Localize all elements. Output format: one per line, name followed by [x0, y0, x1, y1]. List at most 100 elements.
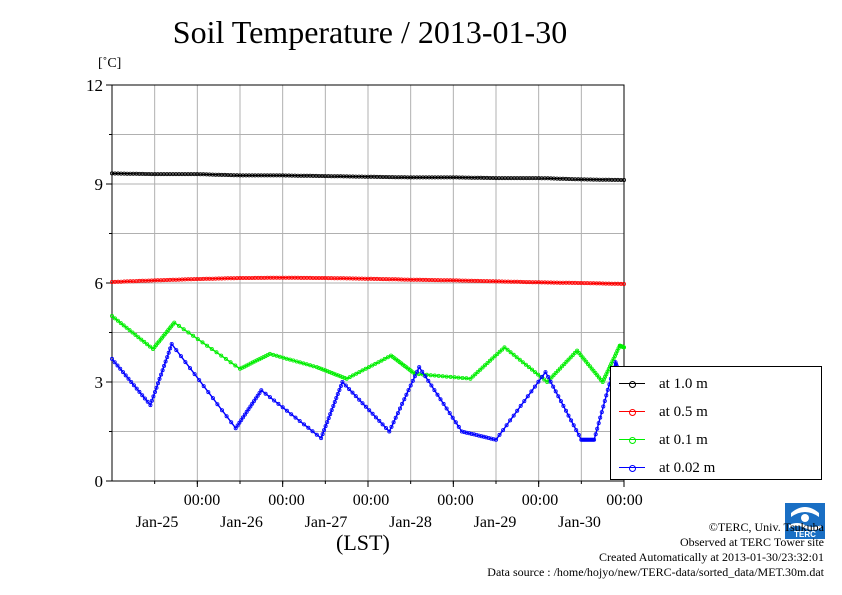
series-point-2 [478, 367, 483, 372]
series-point-2 [473, 372, 478, 377]
series-point-3 [224, 414, 229, 419]
series-point-2 [329, 370, 334, 375]
series-point-2 [323, 368, 328, 373]
series-point-3 [178, 354, 183, 359]
series-point-2 [566, 357, 571, 362]
series-point-3 [340, 379, 345, 384]
series-point-3 [201, 384, 206, 389]
series-point-3 [301, 422, 306, 427]
series-point-3 [235, 423, 240, 428]
series-point-3 [595, 426, 600, 431]
series-point-2 [379, 358, 384, 363]
series-point-2 [436, 373, 441, 378]
series-point-3 [558, 399, 563, 404]
series-point-2 [145, 342, 150, 347]
series-point-3 [289, 412, 294, 417]
series-point-3 [187, 366, 192, 371]
series-point-3 [328, 412, 333, 417]
series-point-2 [492, 354, 497, 359]
series-point-2 [172, 320, 177, 325]
series-point-2 [440, 374, 445, 379]
series-point-2 [297, 360, 302, 365]
series-point-3 [244, 409, 249, 414]
series-point-3 [160, 368, 165, 373]
series-point-2 [223, 356, 228, 361]
series-point-2 [311, 364, 316, 369]
series-point-3 [599, 410, 604, 415]
series-point-3 [605, 387, 610, 392]
series-point-3 [151, 394, 156, 399]
legend-item-0-1m: at 0.1 m [619, 430, 819, 450]
series-point-3 [363, 404, 368, 409]
series-point-3 [423, 374, 428, 379]
series-point-2 [497, 349, 502, 354]
series-point-3 [112, 360, 117, 365]
series-point-3 [569, 418, 574, 423]
series-point-2 [363, 366, 368, 371]
series-point-2 [354, 371, 359, 376]
series-point-2 [112, 316, 117, 321]
series-point-2 [514, 355, 519, 360]
series-point-2 [487, 358, 492, 363]
series-point-3 [548, 379, 553, 384]
series-point-3 [456, 424, 461, 429]
series-point-2 [316, 365, 321, 370]
series-point-2 [115, 318, 120, 323]
series-point-2 [452, 375, 457, 380]
series-point-3 [157, 376, 162, 381]
series-point-3 [165, 355, 170, 360]
series-point-3 [314, 432, 319, 437]
series-point-3 [166, 350, 171, 355]
series-point-3 [310, 429, 315, 434]
series-point-3 [592, 437, 597, 442]
series-point-3 [239, 418, 244, 423]
series-point-3 [402, 397, 407, 402]
series-point-3 [467, 431, 472, 436]
series-point-2 [331, 371, 336, 376]
legend-marker-0-02m [619, 465, 645, 472]
y-tick-label: 0 [95, 472, 104, 491]
series-point-3 [476, 433, 481, 438]
series-point-2 [570, 353, 575, 358]
series-point-2 [444, 374, 449, 379]
series-point-2 [130, 330, 135, 335]
series-point-3 [481, 434, 486, 439]
series-point-3 [337, 387, 342, 392]
series-point-2 [568, 355, 573, 360]
series-point-3 [259, 388, 264, 393]
series-point-3 [137, 389, 142, 394]
series-point-3 [142, 396, 147, 401]
series-point-3 [197, 378, 202, 383]
series-point-2 [181, 327, 186, 332]
legend-label-0-1m: at 0.1 m [659, 432, 708, 448]
series-point-2 [523, 362, 528, 367]
series-point-2 [553, 370, 558, 375]
series-point-2 [366, 365, 371, 370]
series-point-2 [200, 340, 205, 345]
series-point-3 [426, 378, 431, 383]
y-tick-label: 9 [95, 175, 104, 194]
series-point-3 [353, 394, 358, 399]
x-tick-time-label: 00:00 [606, 492, 642, 509]
series-point-2 [622, 345, 627, 350]
series-point-0 [622, 177, 627, 182]
series-point-2 [214, 350, 219, 355]
series-point-2 [284, 356, 289, 361]
series-point-3 [462, 430, 467, 435]
series-point-3 [410, 378, 415, 383]
series-point-2 [176, 323, 181, 328]
series-point-3 [561, 403, 566, 408]
series-line-2 [111, 315, 625, 384]
series-point-3 [493, 437, 498, 442]
series-point-2 [572, 350, 577, 355]
series-point-3 [255, 393, 260, 398]
series-point-3 [453, 420, 458, 425]
series-point-3 [149, 398, 154, 403]
series-point-2 [261, 355, 266, 360]
series-point-3 [240, 415, 245, 420]
series-point-2 [551, 373, 556, 378]
series-point-3 [134, 386, 139, 391]
series-point-2 [127, 328, 132, 333]
series-point-3 [357, 397, 362, 402]
